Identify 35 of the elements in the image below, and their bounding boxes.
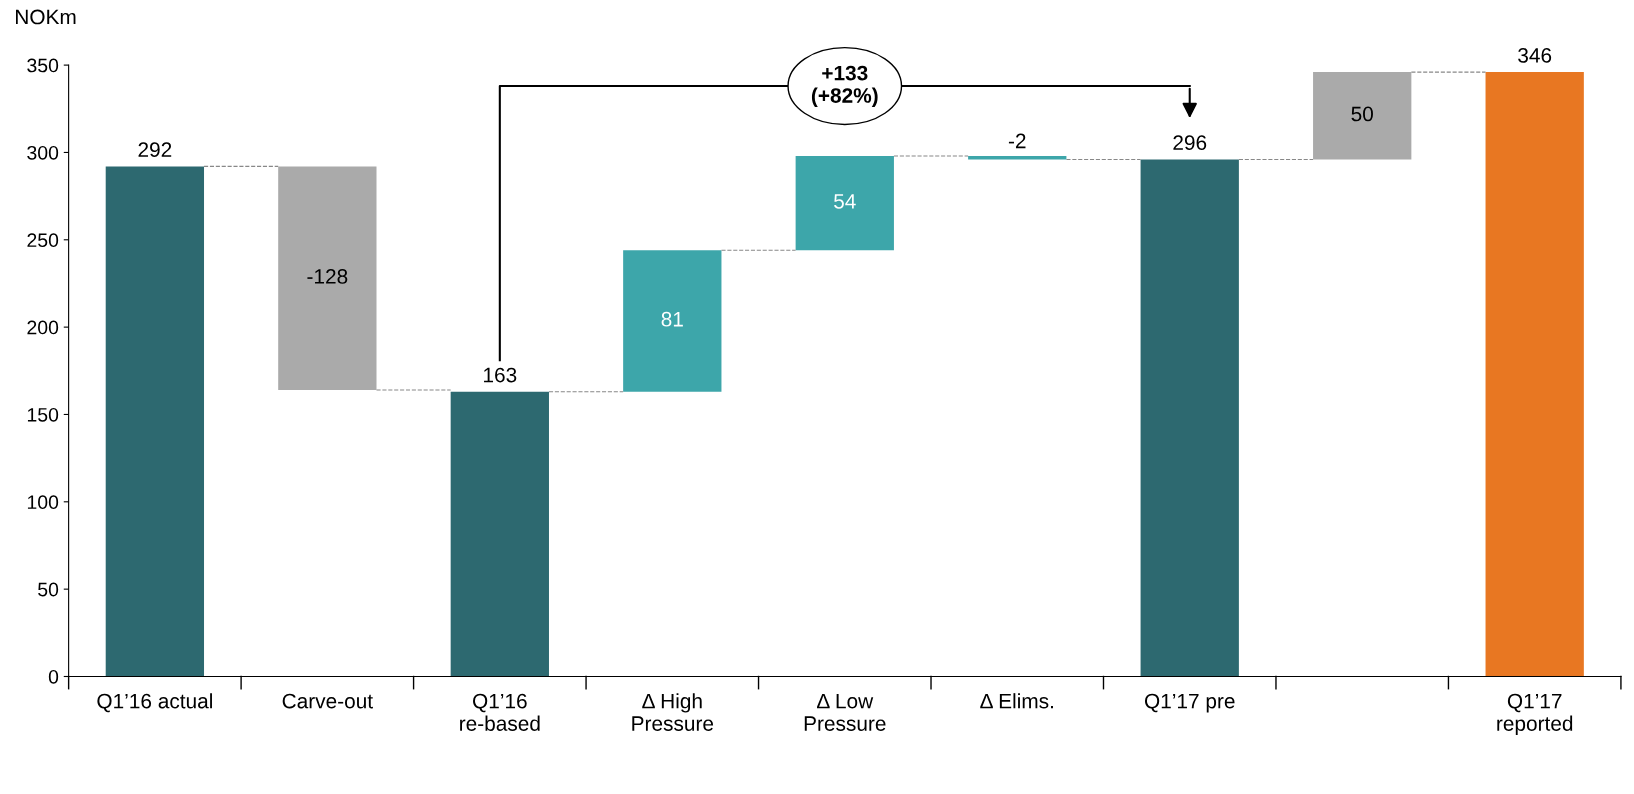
data-label: 163 (484, 367, 517, 383)
x-tick-label: Δ High Pressure (632, 693, 714, 731)
y-tick-label: 300 (27, 145, 59, 160)
y-tick-label: 0 (48, 669, 59, 684)
x-tick-label: Carve-out (282, 693, 373, 709)
data-label: 346 (1518, 47, 1552, 63)
y-tick-label: 150 (27, 407, 59, 422)
x-tick-label: Q1’16 re-based (460, 693, 540, 731)
y-tick-label: 200 (27, 320, 59, 335)
y-tick-label: 50 (38, 582, 59, 597)
bar (1485, 72, 1584, 677)
x-tick-label: Δ Elims. (980, 693, 1053, 709)
data-label: 292 (138, 142, 172, 158)
x-tick-label: Q1’17 pre (1144, 693, 1235, 713)
data-label: -2 (1008, 133, 1026, 149)
bar (278, 166, 377, 391)
data-label: 54 (834, 194, 856, 209)
x-tick-label: Q1’16 actual (97, 693, 212, 713)
y-axis-title: NOKm (16, 9, 76, 25)
y-tick-label: 350 (27, 58, 59, 73)
data-label: 81 (661, 311, 683, 327)
data-label: 50 (1351, 106, 1373, 122)
x-tick-label: Δ Low Pressure (804, 693, 886, 731)
bar (105, 166, 205, 677)
bar (623, 250, 722, 392)
data-label: 296 (1173, 135, 1207, 151)
y-tick-label: 250 (27, 233, 59, 248)
bar (450, 391, 549, 677)
x-tick-label: Q1’17 reported (1497, 693, 1573, 736)
bar (1313, 72, 1412, 160)
bar (1140, 159, 1239, 677)
bar (795, 155, 894, 251)
y-tick-label: 100 (27, 495, 59, 510)
data-label: -128 (307, 269, 348, 284)
annotation: +133 (+82%) (811, 65, 878, 107)
